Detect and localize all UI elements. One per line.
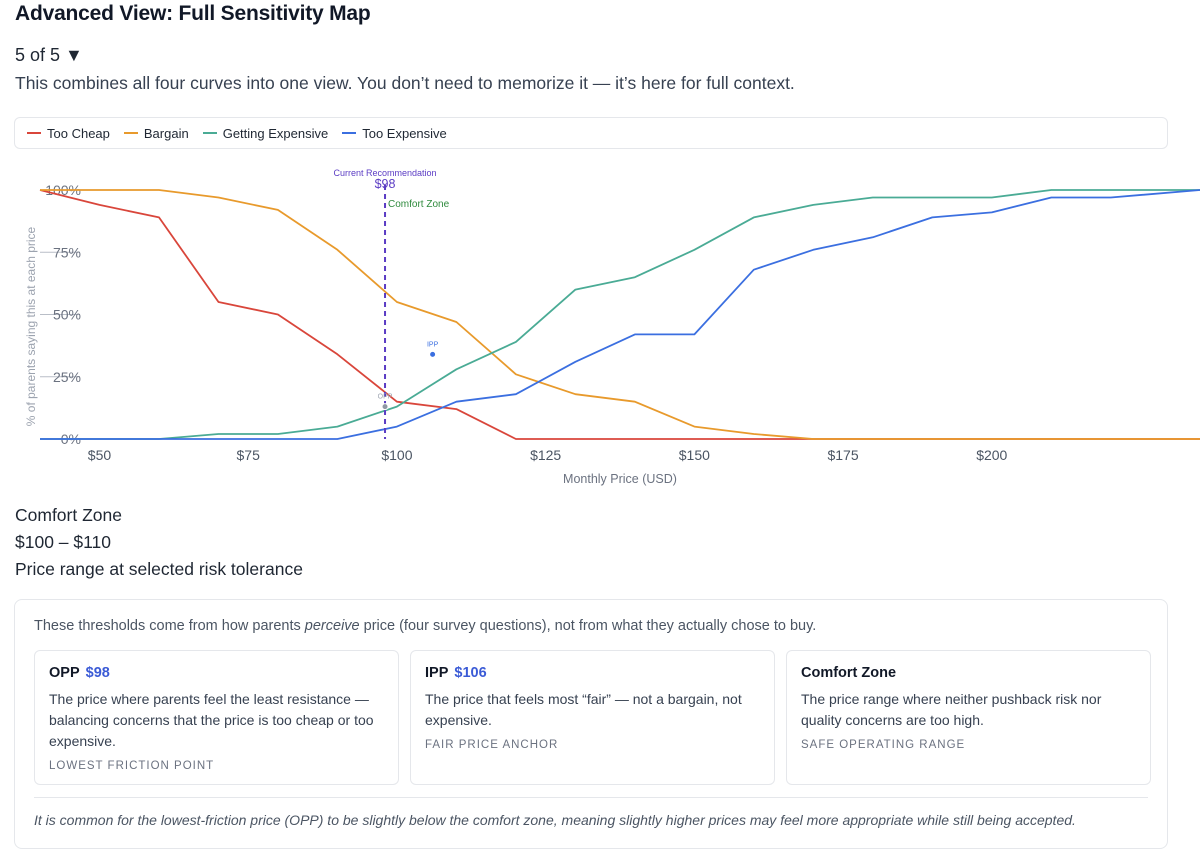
legend-label: Bargain <box>143 125 189 141</box>
y-tick-label: 25% <box>53 369 81 385</box>
series-line-too-cheap <box>39 189 1200 440</box>
y-tick-label: 75% <box>53 244 81 260</box>
page-title: Advanced View: Full Sensitivity Map <box>15 2 371 25</box>
ipp-card: IPP $106 The price that feels most “fair”… <box>410 650 775 785</box>
card-heading: OPP $98 <box>49 665 384 681</box>
price-sensitivity-chart: 0%25%50%75%100%$50 $75 $100 $125 $150 $175 $20… <box>24 168 1200 486</box>
legend-item-too-expensive[interactable]: Too Expensive <box>342 126 447 141</box>
comfort-zone-card: Comfort Zone The price range where neith… <box>786 650 1151 785</box>
x-tick-label: $50 <box>88 447 112 463</box>
x-tick-label: $150 <box>679 447 710 463</box>
legend-swatch <box>27 131 41 135</box>
divider <box>34 797 1148 798</box>
card-value: $98 <box>85 665 110 681</box>
legend-item-getting-expensive[interactable]: Getting Expensive <box>202 125 329 141</box>
comfort-zone-range: $100 – $110 <box>15 532 112 552</box>
legend-swatch <box>123 131 138 135</box>
x-tick-label: $200 <box>976 447 1007 463</box>
card-heading: IPP $106 <box>425 665 760 681</box>
legend-label: Too Cheap <box>47 125 110 141</box>
legend-item-too-cheap[interactable]: Too Cheap <box>27 126 110 141</box>
step-selector[interactable]: 5 of 5 ▼ <box>15 45 83 65</box>
card-body: The price where parents feel the least r… <box>49 691 374 749</box>
x-tick-label: $125 <box>530 447 561 463</box>
comfort-zone-annotation: Comfort Zone <box>388 199 450 210</box>
recommendation-value: $98 <box>375 177 396 191</box>
card-title: OPP <box>49 665 80 681</box>
intro-text-end: price (four survey questions), not from … <box>359 618 817 634</box>
y-axis-title: % of parents saying this at each price <box>24 226 38 426</box>
legend-label: Too Expensive <box>362 125 447 141</box>
card-body: The price that feels most “fair” — not a… <box>425 691 742 728</box>
card-body: The price range where neither pushback r… <box>801 691 1102 728</box>
x-tick-label: $100 <box>381 447 412 463</box>
legend-item-bargain[interactable]: Bargain <box>123 125 189 141</box>
x-tick-label: $175 <box>827 447 858 463</box>
series-line-getting-expensive <box>40 189 1200 440</box>
series-line-too-expensive <box>40 189 1200 440</box>
intro-emphasis: perceive <box>304 618 360 634</box>
x-axis-title: Monthly Price (USD) <box>563 472 677 486</box>
intro-text: These thresholds come from how parents <box>34 618 305 634</box>
point-opp <box>381 403 389 411</box>
panel-intro: These thresholds come from how parents p… <box>34 618 816 634</box>
series-line-bargain <box>40 189 1200 440</box>
legend-swatch <box>202 131 217 135</box>
x-tick-label: $75 <box>237 447 261 463</box>
card-value: $106 <box>454 665 487 681</box>
threshold-info-panel: These thresholds come from how parents p… <box>14 599 1168 849</box>
card-tag: FAIR PRICE ANCHOR <box>425 739 559 751</box>
point-label-opp: OPP <box>378 394 393 401</box>
chart-legend: Too Cheap Bargain Getting Expensive Too … <box>14 117 1168 149</box>
comfort-zone-title: Comfort Zone <box>15 505 122 525</box>
opp-card: OPP $98 The price where parents feel the … <box>34 650 399 785</box>
point-ipp <box>429 350 437 358</box>
page-description: This combines all four curves into one v… <box>15 73 795 93</box>
card-tag: LOWEST FRICTION POINT <box>49 760 215 772</box>
legend-label: Getting Expensive <box>222 125 329 141</box>
recommendation-label: Current Recommendation <box>333 168 436 178</box>
legend-swatch <box>342 131 357 135</box>
card-title: IPP <box>425 665 449 681</box>
point-label-ipp: IPP <box>427 341 439 348</box>
card-heading: Comfort Zone <box>801 665 1136 681</box>
panel-footnote: It is common for the lowest-friction pri… <box>34 812 1076 828</box>
card-title: Comfort Zone <box>801 665 897 681</box>
y-tick-label: 50% <box>53 307 81 323</box>
comfort-zone-subtitle: Price range at selected risk tolerance <box>15 559 303 579</box>
card-tag: SAFE OPERATING RANGE <box>801 739 966 751</box>
